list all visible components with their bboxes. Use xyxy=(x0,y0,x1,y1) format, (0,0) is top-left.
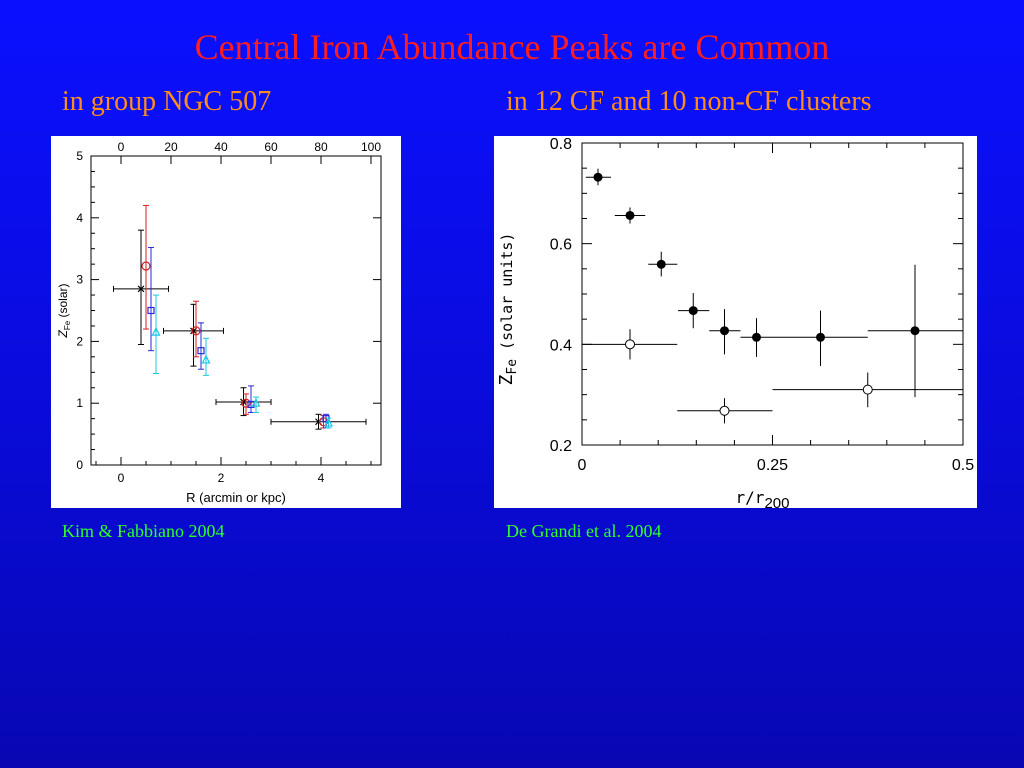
top-tick-label: 0 xyxy=(118,140,125,154)
left-credit: Kim & Fabbiano 2004 xyxy=(62,521,225,541)
x-tick-label: 2 xyxy=(218,471,225,485)
filled-circle-marker xyxy=(816,332,826,342)
circle-marker xyxy=(241,398,251,408)
square-marker xyxy=(197,347,205,355)
triangle-marker xyxy=(201,354,211,364)
circle-marker xyxy=(191,326,201,336)
square-marker xyxy=(147,306,155,315)
y-tick-label: 5 xyxy=(76,149,83,163)
x-tick-label: 0 xyxy=(118,471,125,485)
y-tick-label: 0.6 xyxy=(550,237,572,254)
filled-circle-marker xyxy=(719,326,729,336)
y-tick-label: 0.8 xyxy=(550,136,572,153)
y-tick-label: 2 xyxy=(76,334,83,348)
open-circle-marker xyxy=(862,384,873,395)
y-tick-label: 1 xyxy=(76,396,83,410)
plot-frame xyxy=(581,142,964,446)
y-tick-label: 0 xyxy=(76,458,83,472)
x-axis-label: r/r200 xyxy=(736,488,790,508)
filled-circle-marker xyxy=(593,172,603,182)
triangle-marker xyxy=(151,326,161,336)
x-tick-label: 0 xyxy=(578,457,587,474)
top-tick-label: 100 xyxy=(361,140,381,154)
left-subtitle: in group NGC 507 xyxy=(62,86,272,117)
top-tick-label: 20 xyxy=(164,140,178,154)
x-tick-label: 4 xyxy=(318,471,325,485)
filled-circle-marker xyxy=(910,326,920,336)
x-axis-label: R (arcmin or kpc) xyxy=(186,490,286,505)
left-chart-panel: 0 2 4 0 1 2 3 4 5 0 20 40 60 80 100 R (arcmin or kpc) ZF… xyxy=(51,136,401,508)
cross-marker xyxy=(137,285,145,293)
right-chart-panel: 0 0.25 0.5 0.2 0.4 0.6 0.8 r/r200 ZFe (solar uni… xyxy=(494,136,977,508)
plot-frame xyxy=(90,155,382,466)
filled-circle-marker xyxy=(625,210,635,220)
open-circle-marker xyxy=(625,339,636,350)
right-credit: De Grandi et al. 2004 xyxy=(506,521,662,541)
right-subtitle: in 12 CF and 10 non-CF clusters xyxy=(506,86,872,117)
x-tick-label: 0.5 xyxy=(952,457,974,474)
open-circle-marker xyxy=(719,405,730,416)
slide-title: Central Iron Abundance Peaks are Common xyxy=(194,27,830,67)
y-tick-label: 4 xyxy=(76,211,83,225)
y-axis-label: ZFe (solar units) xyxy=(496,233,520,386)
x-tick-label: 0.25 xyxy=(757,457,788,474)
y-tick-label: 0.4 xyxy=(550,337,572,354)
triangle-marker xyxy=(251,397,261,407)
filled-circle-marker xyxy=(751,332,761,342)
top-tick-label: 60 xyxy=(264,140,278,154)
filled-circle-marker xyxy=(688,306,698,316)
filled-circle-marker xyxy=(656,259,666,269)
y-tick-label: 3 xyxy=(76,273,83,287)
y-axis-label: ZFe (solar) xyxy=(56,283,72,338)
circle-marker xyxy=(141,261,151,271)
triangle-marker xyxy=(324,417,333,427)
y-tick-label: 0.2 xyxy=(550,438,572,455)
top-tick-label: 40 xyxy=(214,140,228,154)
top-tick-label: 80 xyxy=(314,140,328,154)
cluster-abundance-chart: 0 0.25 0.5 0.2 0.4 0.6 0.8 r/r200 ZFe (solar uni… xyxy=(496,136,974,508)
